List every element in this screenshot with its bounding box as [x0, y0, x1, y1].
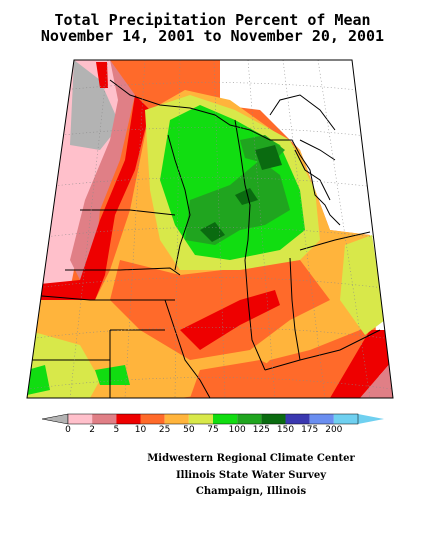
legend-swatch: [188, 414, 213, 424]
map-title-line-1: Total Precipitation Percent of Mean: [54, 11, 371, 29]
zone-100-pct: [185, 160, 290, 245]
legend-tick-label: 75: [207, 425, 219, 435]
zone-below-0-northwest: [70, 60, 120, 150]
boundaries: [29, 79, 381, 398]
legend-arrow-low: [41, 413, 69, 425]
legend-tick-label: 0: [65, 425, 71, 435]
legend-swatch: [92, 414, 117, 424]
legend-swatch: [213, 414, 238, 424]
legend-tick-label: 5: [113, 425, 120, 435]
legend-swatch: [140, 414, 165, 424]
credit-line-3: Champaign, Illinois: [195, 486, 307, 497]
zone-5-pct-west: [30, 95, 150, 300]
credit-line-1: Midwestern Regional Climate Center: [147, 453, 355, 464]
legend-swatch: [333, 414, 358, 424]
no-data-region: [220, 60, 393, 398]
legend-tick-label: 175: [301, 425, 319, 435]
legend-swatch: [309, 414, 334, 424]
legend-swatch: [237, 414, 262, 424]
map-field: [27, 60, 393, 398]
legend-swatch: [261, 414, 286, 424]
map-frame: [26, 59, 394, 399]
legend-tick-label: 200: [325, 425, 343, 435]
legend-swatch: [116, 414, 141, 424]
graticule: [27, 60, 393, 398]
zone-125-pct: [200, 222, 225, 242]
zone-50-pct-east: [340, 235, 385, 335]
legend-tick-label: 125: [252, 425, 270, 435]
credit-line-2: Illinois State Water Survey: [175, 470, 327, 481]
legend-outline: [67, 413, 359, 425]
legend-tick-label: 2: [89, 425, 96, 435]
zone-5-pct-southeast: [330, 330, 393, 398]
legend-tick-label: 150: [276, 425, 295, 435]
map-title-line-2: November 14, 2001 to November 20, 2001: [40, 27, 385, 45]
legend-swatch: [285, 414, 310, 424]
zone-2-pct-west: [70, 60, 135, 280]
legend-swatch: [164, 414, 189, 424]
legend-tick-label: 100: [228, 425, 246, 435]
legend-tick-label: 25: [158, 425, 171, 435]
legend-arrow-high: [358, 414, 384, 424]
legend-tick-label: 10: [134, 425, 147, 435]
color-legend-bar: [41, 413, 384, 425]
legend-swatch: [68, 414, 93, 424]
zone-5-pct-center: [180, 290, 280, 350]
legend-tick-label: 50: [183, 425, 195, 435]
